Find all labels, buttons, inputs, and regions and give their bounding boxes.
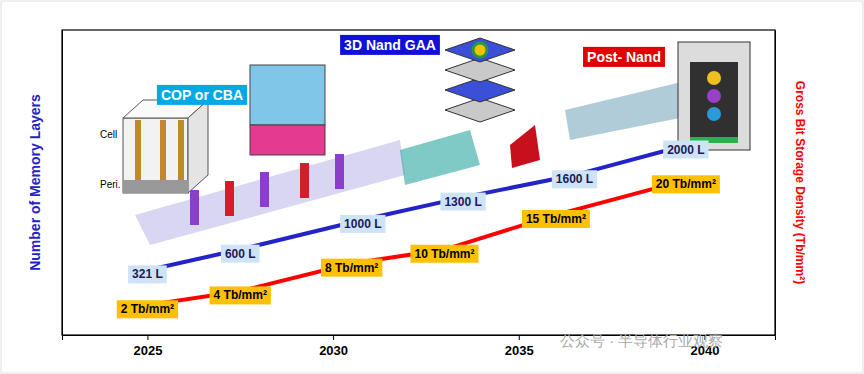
x-tick-label: 2025	[133, 343, 162, 358]
page-border	[1, 1, 863, 373]
phase-labels: COP or CBA 3D Nand GAA Post- Nand	[157, 35, 665, 105]
series-lines	[147, 145, 685, 305]
illustration	[678, 42, 750, 150]
data-label: 15 Tb/mm²	[522, 210, 590, 228]
data-label: 10 Tb/mm²	[410, 245, 478, 263]
data-label: 1600 L	[552, 170, 597, 188]
data-label: 4 Tb/mm²	[210, 286, 271, 304]
illustration	[178, 120, 184, 180]
phase-label-box	[340, 35, 440, 55]
illustration	[225, 181, 234, 216]
data-label-box	[128, 265, 167, 283]
illustration	[300, 163, 309, 198]
data-label-box	[340, 215, 385, 233]
illustration	[123, 180, 188, 193]
x-tick: 2025	[133, 335, 162, 358]
data-label: 2000 L	[663, 141, 708, 159]
illustration	[707, 71, 721, 85]
data-label-text: 600 L	[225, 247, 256, 261]
data-label-box	[410, 245, 478, 263]
data-label: 20 Tb/mm²	[652, 175, 720, 193]
data-label: 1300 L	[440, 193, 485, 211]
phase-label: 3D Nand GAA	[340, 35, 440, 55]
illustrations	[123, 38, 750, 245]
data-label-text: 1600 L	[556, 172, 593, 186]
x-tick-mark	[333, 335, 334, 340]
x-tick: 2030	[319, 335, 348, 358]
data-label: 2 Tb/mm²	[117, 300, 178, 318]
illustration	[707, 107, 721, 121]
data-label-text: 2 Tb/mm²	[121, 302, 174, 316]
data-label: 1000 L	[340, 215, 385, 233]
illustration	[135, 120, 141, 180]
data-label-box	[440, 193, 485, 211]
annotations: Cell Peri. 公众号 · 半导体行业观察	[100, 129, 723, 349]
phase-label: Post- Nand	[583, 47, 665, 67]
y-axis-line	[62, 31, 63, 336]
data-label-text: 1300 L	[444, 195, 481, 209]
phase-label-text: 3D Nand GAA	[344, 37, 436, 53]
phase-label-box	[157, 85, 247, 105]
illustration	[135, 140, 405, 245]
data-label-text: 10 Tb/mm²	[414, 247, 474, 261]
illustration	[123, 118, 188, 193]
data-label-text: 15 Tb/mm²	[526, 212, 586, 226]
phase-label-text: Post- Nand	[587, 49, 661, 65]
illustration	[707, 89, 721, 103]
illustration	[473, 43, 487, 57]
data-label-text: 20 Tb/mm²	[656, 177, 716, 191]
illustration	[335, 154, 344, 189]
plot-frame	[62, 30, 775, 335]
data-label-box	[663, 141, 708, 159]
series-line	[147, 180, 685, 305]
phase-label-box	[583, 47, 665, 67]
illustration	[260, 172, 269, 207]
x-tick-mark	[147, 335, 148, 340]
data-label-text: 2000 L	[667, 143, 704, 157]
illustration	[188, 100, 208, 193]
data-label-box	[321, 259, 382, 277]
data-label-text: 321 L	[132, 267, 163, 281]
data-label-box	[221, 245, 260, 263]
chart: 2025203020352040Number of Memory LayersG…	[0, 0, 864, 374]
annotation: Cell	[100, 129, 117, 140]
illustration	[400, 130, 480, 185]
illustration	[190, 190, 199, 225]
phase-label: COP or CBA	[157, 85, 247, 105]
illustration	[510, 125, 540, 168]
y2-axis	[775, 31, 776, 336]
phase-label-text: COP or CBA	[161, 87, 243, 103]
data-label-box	[652, 175, 720, 193]
data-label: 600 L	[221, 245, 260, 263]
data-label-box	[552, 170, 597, 188]
illustration	[250, 65, 325, 125]
illustration	[160, 120, 166, 180]
watermark: 公众号 · 半导体行业观察	[560, 332, 723, 349]
series-line	[147, 145, 685, 270]
y2-axis-title: Gross Bit Storage Density (Tb/mm²)	[793, 81, 807, 284]
data-label-box	[522, 210, 590, 228]
data-label-text: 1000 L	[344, 217, 381, 231]
data-label: 8 Tb/mm²	[321, 259, 382, 277]
y2-axis-line	[775, 31, 776, 336]
x-tick: 2035	[505, 335, 534, 358]
data-label-box	[117, 300, 178, 318]
x-tick-mark	[519, 335, 520, 340]
x-tick-label: 2030	[319, 343, 348, 358]
illustration	[565, 80, 695, 140]
data-label: 321 L	[128, 265, 167, 283]
illustration	[250, 125, 325, 155]
illustration	[690, 62, 738, 137]
y-axis-title: Number of Memory Layers	[27, 94, 43, 271]
data-label-text: 4 Tb/mm²	[214, 288, 267, 302]
illustration	[445, 38, 515, 62]
data-label-text: 8 Tb/mm²	[325, 261, 378, 275]
data-labels: 321 L 600 L 1000 L 1300 L 1600 L 2000 L 2 Tb/m…	[117, 141, 720, 319]
annotation: Peri.	[100, 179, 121, 190]
data-label-box	[210, 286, 271, 304]
x-tick-label: 2035	[505, 343, 534, 358]
y-axis	[62, 31, 63, 336]
